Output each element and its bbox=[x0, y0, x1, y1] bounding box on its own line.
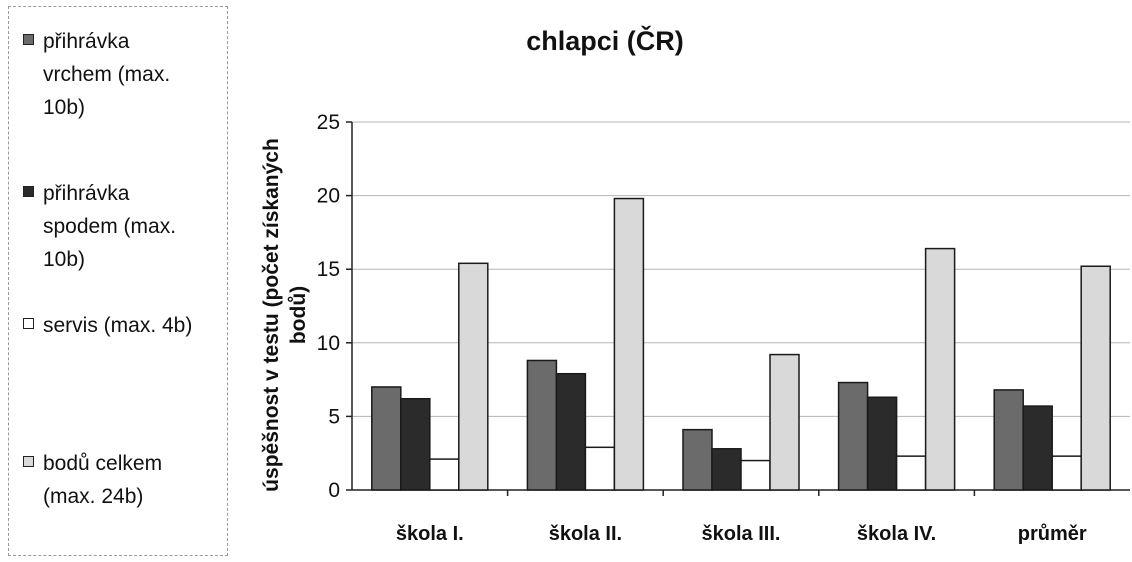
bar bbox=[400, 397, 431, 491]
y-tick-label: 20 bbox=[317, 185, 340, 208]
y-tick-label: 5 bbox=[328, 405, 340, 428]
legend: přihrávka vrchem (max. 10b) přihrávka sp… bbox=[8, 6, 228, 556]
bar bbox=[895, 455, 927, 491]
bar bbox=[584, 446, 616, 491]
legend-label-prihravka-vrchem: přihrávka vrchem (max. 10b) bbox=[43, 30, 171, 119]
x-tick-label: škola IV. bbox=[857, 523, 936, 545]
x-tick-label: škola III. bbox=[702, 523, 781, 545]
bar bbox=[769, 353, 800, 491]
y-tick-label: 0 bbox=[328, 479, 340, 502]
bar bbox=[1051, 455, 1082, 491]
bar bbox=[429, 458, 460, 491]
chart-title: chlapci (ČR) bbox=[526, 26, 684, 56]
bar bbox=[371, 386, 402, 491]
legend-swatch-prihravka-spodem bbox=[23, 186, 34, 197]
bar bbox=[1080, 265, 1111, 491]
bar bbox=[993, 389, 1024, 491]
legend-label-servis: servis (max. 4b) bbox=[43, 314, 193, 337]
bar bbox=[837, 381, 869, 491]
bar bbox=[526, 359, 558, 491]
bar bbox=[1022, 405, 1053, 491]
legend-label-bodu-celkem: bodů celkem (max. 24b) bbox=[43, 452, 163, 508]
y-tick-label: 25 bbox=[317, 111, 340, 134]
bar bbox=[682, 428, 713, 491]
x-tick-label: průměr bbox=[1018, 523, 1087, 545]
legend-swatch-prihravka-vrchem bbox=[23, 34, 34, 45]
bar bbox=[866, 396, 898, 491]
legend-swatch-servis bbox=[23, 318, 34, 329]
x-tick-label: škola II. bbox=[549, 523, 622, 545]
bar bbox=[711, 448, 742, 491]
bar bbox=[613, 197, 645, 491]
bar bbox=[555, 372, 587, 491]
legend-swatch-bodu-celkem bbox=[23, 456, 34, 467]
legend-label-prihravka-spodem: přihrávka spodem (max. 10b) bbox=[43, 182, 177, 271]
bar bbox=[740, 459, 771, 491]
bar bbox=[924, 247, 956, 491]
y-tick-label: 15 bbox=[317, 258, 340, 281]
x-tick-label: škola I. bbox=[396, 523, 464, 545]
y-tick-label: 10 bbox=[317, 332, 340, 355]
bar bbox=[458, 262, 489, 491]
